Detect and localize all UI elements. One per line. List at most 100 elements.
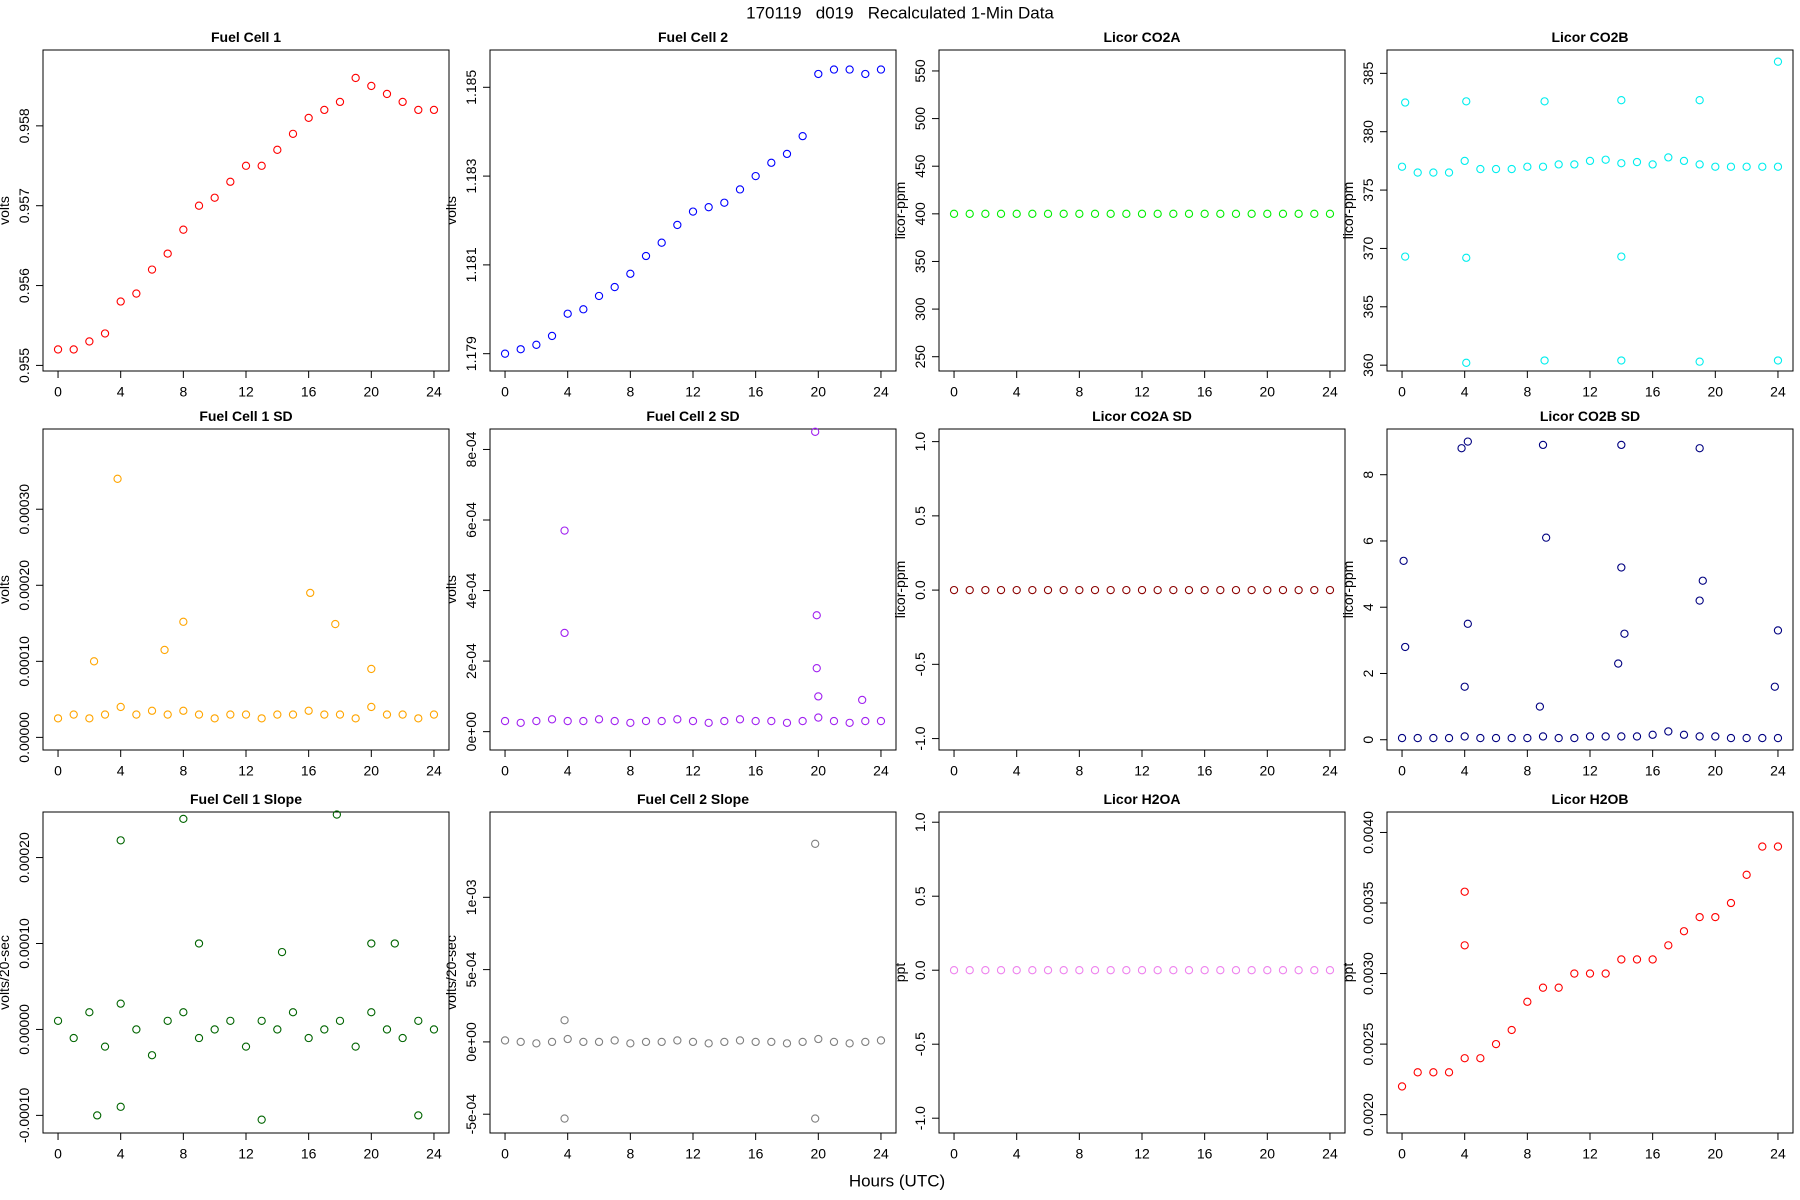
point xyxy=(1476,1054,1485,1063)
point xyxy=(147,265,157,274)
point xyxy=(861,1037,870,1047)
point xyxy=(332,810,341,819)
y-tick-label: 8e-04 xyxy=(463,431,479,467)
point xyxy=(1043,585,1053,595)
point xyxy=(1200,209,1209,218)
point xyxy=(1538,983,1548,992)
point xyxy=(751,1037,760,1047)
point xyxy=(1028,209,1037,218)
point xyxy=(767,1037,776,1047)
point xyxy=(1523,162,1532,171)
panel-title: Licor H2OA xyxy=(1103,791,1180,807)
x-tick-label: 12 xyxy=(1134,384,1150,400)
point xyxy=(1401,642,1410,652)
point xyxy=(1585,969,1595,978)
point xyxy=(367,939,376,948)
x-tick-label: 4 xyxy=(117,1146,125,1162)
point xyxy=(814,1034,823,1044)
x-tick-label: 20 xyxy=(1260,1146,1276,1162)
x-tick-label: 8 xyxy=(179,763,187,779)
point xyxy=(351,714,360,723)
y-tick-label: 2 xyxy=(1360,669,1376,677)
point xyxy=(720,716,729,726)
point xyxy=(594,291,604,301)
x-tick-label: 24 xyxy=(426,384,442,400)
x-tick-label: 12 xyxy=(685,1146,701,1162)
x-tick-label: 4 xyxy=(564,1146,572,1162)
point xyxy=(1541,533,1551,542)
point xyxy=(1429,1068,1438,1077)
point xyxy=(304,706,313,715)
point xyxy=(1538,440,1548,450)
page-title: 170119 d019 Recalculated 1-Min Data xyxy=(746,3,1054,22)
x-tick-label: 4 xyxy=(1461,1146,1469,1162)
point xyxy=(1507,733,1516,743)
point xyxy=(69,1033,78,1043)
point xyxy=(179,706,188,715)
point xyxy=(1401,252,1410,261)
point xyxy=(965,585,974,595)
point xyxy=(273,145,282,154)
point xyxy=(735,185,745,194)
point xyxy=(382,89,392,99)
y-tick-label: 0.0 xyxy=(912,960,928,980)
point xyxy=(306,588,315,598)
point xyxy=(335,1016,345,1025)
point xyxy=(1294,209,1303,218)
x-tick-label: 20 xyxy=(1708,763,1724,779)
x-tick-label: 20 xyxy=(364,763,380,779)
point xyxy=(1278,585,1288,595)
point xyxy=(1153,209,1162,218)
point xyxy=(782,149,792,159)
x-tick-label: 20 xyxy=(1260,384,1276,400)
point xyxy=(1457,444,1466,453)
panel-title: Licor CO2A xyxy=(1103,29,1180,45)
point xyxy=(673,1036,682,1045)
point xyxy=(320,1025,329,1034)
point xyxy=(1601,969,1610,978)
x-tick-label: 0 xyxy=(950,1146,958,1162)
panel-title: Fuel Cell 2 Slope xyxy=(637,791,749,807)
point xyxy=(1090,209,1100,218)
point xyxy=(116,999,125,1008)
point xyxy=(398,710,407,719)
point xyxy=(1695,444,1704,453)
x-tick-label: 20 xyxy=(1260,763,1276,779)
point xyxy=(241,710,251,719)
point xyxy=(226,177,235,186)
plot-frame xyxy=(42,49,450,372)
x-tick-label: 4 xyxy=(117,384,125,400)
x-tick-label: 12 xyxy=(238,1146,254,1162)
point xyxy=(132,710,141,719)
point xyxy=(1278,209,1288,218)
x-tick-label: 20 xyxy=(811,1146,827,1162)
x-tick-label: 16 xyxy=(748,384,764,400)
point xyxy=(367,702,376,712)
plot-frame xyxy=(938,428,1346,751)
point xyxy=(1462,358,1471,367)
panel-title: Licor CO2A SD xyxy=(1092,408,1192,424)
point xyxy=(1401,98,1410,107)
x-tick-label: 24 xyxy=(1322,384,1338,400)
point xyxy=(845,65,854,74)
y-tick-label: 250 xyxy=(912,345,928,369)
x-tick-label: 0 xyxy=(501,763,509,779)
point xyxy=(1758,733,1767,743)
point xyxy=(194,710,204,719)
point xyxy=(414,105,423,115)
point xyxy=(981,209,990,218)
point xyxy=(1617,356,1626,365)
point xyxy=(1695,160,1704,169)
x-tick-label: 12 xyxy=(1134,1146,1150,1162)
point xyxy=(179,1008,188,1017)
point xyxy=(1463,437,1472,446)
point xyxy=(704,718,713,727)
x-tick-label: 0 xyxy=(1398,1146,1406,1162)
point xyxy=(500,716,510,726)
point xyxy=(1169,585,1178,595)
point xyxy=(1540,97,1549,106)
point xyxy=(1460,1054,1469,1063)
x-tick-label: 12 xyxy=(238,384,254,400)
point xyxy=(626,269,635,278)
